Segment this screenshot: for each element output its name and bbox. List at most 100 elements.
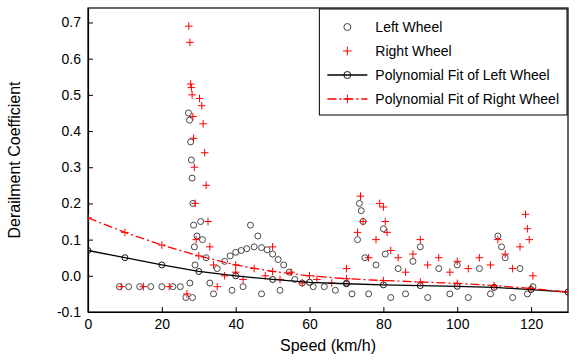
point	[409, 250, 417, 258]
legend-label: Polynomial Fit of Left Wheel	[375, 67, 549, 83]
tick-mark	[88, 167, 93, 168]
point	[187, 280, 193, 286]
fit-line	[88, 218, 568, 292]
line-marker	[269, 268, 277, 276]
point	[343, 265, 351, 273]
tick: 60	[302, 307, 318, 332]
point	[494, 236, 502, 244]
line-marker	[565, 289, 568, 295]
tick: 20	[155, 307, 171, 332]
point	[476, 266, 482, 272]
tick: 100	[446, 307, 470, 332]
point	[192, 236, 200, 244]
point	[522, 210, 530, 218]
point	[275, 257, 281, 263]
line-marker	[270, 276, 276, 282]
point	[188, 91, 196, 99]
point	[453, 258, 461, 266]
point	[183, 295, 189, 301]
line-marker	[195, 252, 203, 260]
legend-line	[327, 74, 367, 75]
point	[373, 262, 379, 268]
legend-box	[319, 9, 567, 115]
point	[270, 251, 276, 257]
point	[465, 265, 473, 273]
point	[395, 266, 401, 272]
point	[380, 226, 386, 232]
point	[202, 182, 210, 190]
point	[417, 244, 423, 250]
point	[287, 268, 295, 276]
point	[354, 229, 362, 237]
tick-label: 0.1	[62, 232, 82, 248]
point	[410, 258, 416, 264]
point	[191, 200, 199, 208]
point	[211, 291, 217, 297]
line-marker	[158, 241, 166, 249]
tick-mark	[88, 59, 93, 60]
point	[524, 225, 532, 233]
y-axis-title: Derailment Coefficient	[6, 81, 23, 239]
tick-mark	[457, 307, 458, 312]
legend-marker	[344, 72, 351, 79]
series	[88, 214, 568, 296]
point	[424, 261, 432, 269]
tick-mark	[88, 131, 93, 132]
line-marker	[121, 229, 129, 237]
point	[516, 243, 524, 251]
point	[227, 253, 233, 259]
tick-label: 0	[85, 316, 93, 332]
point	[190, 134, 198, 142]
point	[191, 163, 199, 171]
point	[238, 247, 244, 253]
line-marker	[306, 272, 314, 280]
point	[183, 290, 191, 298]
line-marker	[343, 275, 351, 283]
point	[165, 283, 173, 291]
legend-label: Right Wheel	[375, 43, 451, 59]
point	[381, 218, 389, 226]
tick-label: 60	[302, 316, 318, 332]
point	[380, 203, 388, 211]
point	[501, 250, 509, 258]
point	[229, 287, 235, 293]
point	[436, 266, 442, 272]
point	[357, 192, 365, 200]
tick: 120	[520, 307, 544, 332]
series	[88, 247, 568, 295]
tick-mark	[88, 95, 93, 96]
point	[446, 268, 454, 276]
point	[366, 291, 372, 297]
point	[192, 262, 198, 268]
point	[499, 244, 505, 250]
line-marker	[417, 278, 425, 286]
point	[233, 249, 239, 255]
point	[244, 246, 250, 252]
point	[189, 113, 197, 121]
point	[332, 287, 338, 293]
point	[487, 261, 495, 269]
point	[259, 291, 265, 297]
point	[372, 236, 380, 244]
point	[188, 84, 196, 92]
tick-label: 100	[446, 316, 470, 332]
point	[376, 200, 384, 208]
tick-mark	[88, 276, 93, 277]
line-marker	[88, 214, 92, 222]
point	[206, 243, 214, 251]
point	[355, 237, 361, 243]
point	[383, 229, 391, 237]
point	[356, 200, 362, 206]
line-marker	[196, 268, 202, 274]
point	[388, 295, 394, 301]
point	[210, 261, 218, 269]
point	[194, 233, 200, 239]
point	[186, 39, 194, 47]
line-marker	[490, 282, 498, 290]
point	[403, 291, 409, 297]
point	[365, 254, 373, 262]
chart: 020406080100120-0.10.00.10.20.30.40.50.6…	[0, 0, 579, 361]
point	[207, 280, 213, 286]
point	[476, 254, 484, 262]
tick-label: 120	[520, 316, 544, 332]
